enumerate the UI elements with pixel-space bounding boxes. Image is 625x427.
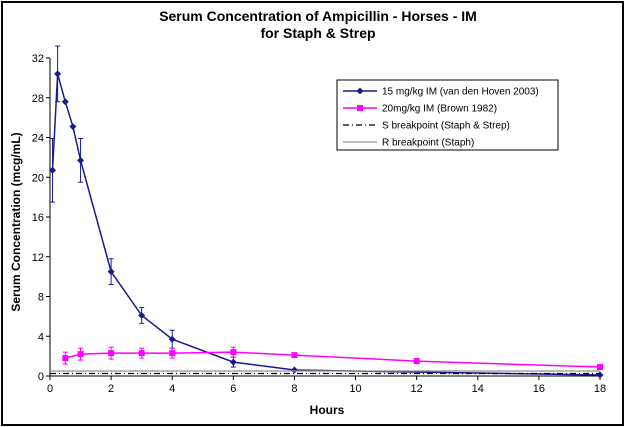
data-point <box>168 335 176 343</box>
data-point <box>62 355 69 362</box>
x-tick-label: 2 <box>108 383 114 395</box>
y-axis-label: Serum Concentration (mcg/mL) <box>9 132 23 311</box>
y-tick-label: 32 <box>32 53 44 65</box>
data-point <box>230 349 237 356</box>
x-tick-label: 0 <box>47 383 53 395</box>
y-tick-label: 12 <box>32 252 44 264</box>
series-layer <box>49 45 604 379</box>
data-point <box>69 123 77 131</box>
legend-item: R breakpoint (Staph) <box>343 138 474 149</box>
legend-item: 20mg/kg IM (Brown 1982) <box>343 104 497 115</box>
data-point <box>108 350 115 357</box>
legend-label: R breakpoint (Staph) <box>382 138 474 149</box>
data-point <box>138 311 146 319</box>
y-tick-label: 0 <box>38 371 44 383</box>
x-tick-label: 14 <box>472 383 484 395</box>
data-point <box>413 358 420 365</box>
y-tick-label: 8 <box>38 292 44 304</box>
x-tick-label: 18 <box>594 383 606 395</box>
data-point <box>107 268 115 276</box>
legend-label: S breakpoint (Staph & Strep) <box>382 121 510 132</box>
data-point <box>597 364 603 371</box>
data-point <box>290 366 298 374</box>
y-tick-label: 20 <box>32 172 44 184</box>
legend-item: S breakpoint (Staph & Strep) <box>343 121 510 132</box>
x-tick-label: 8 <box>291 383 297 395</box>
legend-label: 20mg/kg IM (Brown 1982) <box>382 104 497 115</box>
data-point <box>229 358 237 366</box>
series-2 <box>62 346 603 371</box>
data-point <box>61 98 69 106</box>
x-tick-label: 4 <box>169 383 175 395</box>
x-tick-label: 6 <box>230 383 236 395</box>
data-point <box>54 70 62 78</box>
chart-subtitle: for Staph & Strep <box>260 25 375 41</box>
y-tick-label: 4 <box>38 331 44 343</box>
legend-label: 15 mg/kg IM (van den Hoven 2003) <box>382 87 539 98</box>
y-tick-label: 16 <box>32 212 44 224</box>
chart-title: Serum Concentration of Ampicillin - Hors… <box>159 8 477 24</box>
series-1 <box>49 45 604 379</box>
data-point <box>77 351 84 358</box>
data-point <box>356 87 364 95</box>
x-tick-label: 16 <box>533 383 545 395</box>
y-tick-label: 24 <box>32 133 44 145</box>
legend-item: 15 mg/kg IM (van den Hoven 2003) <box>343 87 539 98</box>
data-point <box>357 105 363 111</box>
legend: 15 mg/kg IM (van den Hoven 2003) 20mg/kg … <box>336 79 559 151</box>
series-line <box>65 351 601 368</box>
x-tick-label: 12 <box>411 383 423 395</box>
data-point <box>169 350 176 357</box>
data-point <box>138 350 145 357</box>
data-point <box>77 156 85 164</box>
data-point <box>291 352 298 359</box>
x-axis-label: Hours <box>310 403 345 417</box>
data-point <box>49 166 57 174</box>
y-tick-label: 28 <box>32 93 44 105</box>
x-tick-label: 10 <box>349 383 361 395</box>
data-point <box>596 371 604 379</box>
